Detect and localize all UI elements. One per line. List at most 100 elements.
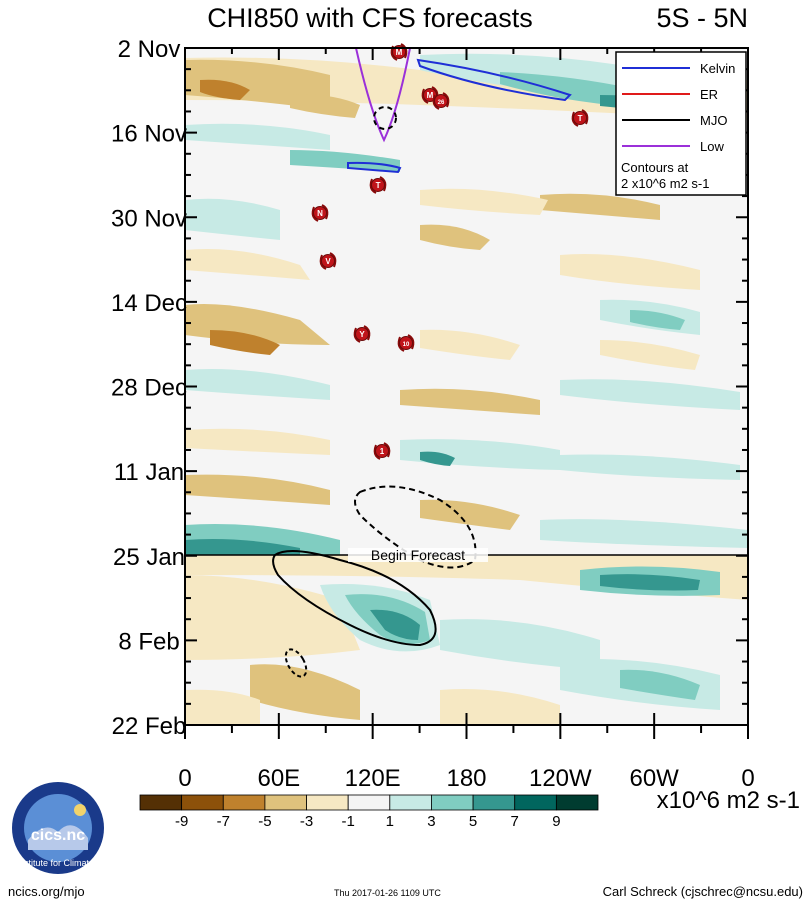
colorbar-swatch [139, 794, 183, 811]
logo-sun-icon [74, 804, 86, 816]
legend: Kelvin ER MJO Low Contours at 2 x10^6 m2 s-… [615, 51, 747, 196]
logo-ring-text: Cooperative Institute for Climate and Sa… [10, 858, 106, 868]
footer-timestamp: Thu 2017-01-26 1109 UTC [334, 888, 441, 898]
mjo-contour-3 [272, 550, 437, 647]
kelvin-contour-1 [416, 58, 572, 102]
x-tick-label: 120E [345, 765, 401, 792]
legend-box [615, 51, 747, 196]
storm-label: V [325, 257, 331, 266]
colorbar-tick-label: 1 [386, 813, 394, 830]
storm-circle-icon [313, 206, 327, 220]
colorbar-tick-label: -7 [217, 813, 230, 830]
y-tick-label: 22 Feb [112, 713, 187, 740]
colorbar-tick-label: -3 [300, 813, 313, 830]
colorbar-tick-label: 3 [427, 813, 435, 830]
contour-note-line-2: 2 x10^6 m2 s-1 [621, 176, 709, 191]
storm-swirl-icon [397, 334, 415, 352]
storm-swirl-icon [369, 176, 387, 194]
colorbar-swatch [555, 794, 599, 811]
colorbar-swatch [472, 794, 516, 811]
storm-marker: M [390, 43, 408, 61]
colorbar-swatch [514, 794, 557, 811]
colorbar-tick-label: -1 [342, 813, 355, 830]
y-tick-label: 30 Nov [111, 205, 187, 232]
logo-mountains-icon [28, 825, 88, 850]
x-tick-label: 60W [629, 765, 679, 792]
storm-swirl-icon [319, 252, 337, 270]
colorbar-swatch [306, 794, 349, 811]
storm-label: M [427, 91, 434, 100]
colorbar-swatch [264, 794, 307, 811]
storm-swirl-icon [571, 109, 589, 127]
y-tick-label: 16 Nov [111, 121, 187, 148]
mjo-contour-2 [354, 485, 477, 569]
storm-marker: 1 [373, 442, 391, 460]
storm-marker: 26 [432, 92, 450, 110]
contour-note-line-1: Contours at [621, 160, 689, 175]
x-tick-label: 60E [257, 765, 300, 792]
storm-marker: Y [353, 325, 371, 343]
footer-website[interactable]: ncics.org/mjo [8, 884, 85, 899]
forecast-label: Begin Forecast [371, 547, 465, 563]
legend-label-mjo: MJO [700, 113, 727, 128]
storm-label: N [317, 209, 323, 218]
storm-circle-icon [399, 336, 413, 350]
storm-marker: V [319, 252, 337, 270]
legend-label-low: Low [700, 139, 724, 154]
storm-marker: 10 [397, 334, 415, 352]
storm-swirl-icon [311, 204, 329, 222]
footer-author: Carl Schreck (cjschrec@ncsu.edu) [602, 884, 803, 899]
mjo-contour-1 [373, 106, 397, 130]
x-tick-label: 120W [529, 765, 592, 792]
storm-marker: N [311, 204, 329, 222]
storm-label: M [396, 48, 403, 57]
storm-label: T [578, 114, 583, 123]
x-axis-labels: 0 60E 120E 180 120W 60W 0 [178, 765, 754, 792]
colorbar-swatch [389, 794, 432, 811]
storm-label: 26 [438, 100, 445, 106]
storm-circle-icon [375, 444, 389, 458]
colorbar-swatch [181, 794, 224, 811]
mjo-contour-4 [284, 648, 308, 678]
storm-label: 10 [403, 342, 410, 348]
colorbar-swatch [222, 794, 266, 811]
y-tick-label: 8 Feb [118, 628, 179, 655]
y-tick-label: 14 Dec [111, 290, 187, 317]
storm-marker: T [369, 176, 387, 194]
colorbar-units: x10^6 m2 s-1 [657, 787, 800, 814]
chart-region: 5S - 5N [656, 3, 748, 33]
storm-circle-icon [573, 111, 587, 125]
cics-logo: Cooperative Institute for Climate and Sa… [10, 782, 106, 874]
colorbar: -9 -7 -5 -3 -1 1 3 5 7 9 [139, 794, 599, 830]
y-tick-label: 28 Dec [111, 375, 187, 402]
x-tick-label: 0 [178, 765, 191, 792]
storm-circle-icon [371, 178, 385, 192]
kelvin-contour-2 [347, 161, 402, 174]
x-tick-label: 0 [741, 765, 754, 792]
legend-label-er: ER [700, 87, 718, 102]
x-tick-label: 180 [446, 765, 486, 792]
colorbar-tick-label: -9 [175, 813, 188, 830]
storm-circle-icon [434, 94, 448, 108]
storm-label: Y [359, 330, 365, 339]
forecast-label-bg [348, 548, 488, 562]
y-axis-labels: 2 Nov 16 Nov 30 Nov 14 Dec 28 Dec 11 Jan 25 Ja… [111, 36, 187, 740]
storm-label: 1 [380, 447, 385, 456]
storm-label: T [376, 181, 381, 190]
low-contour [355, 48, 411, 143]
contour-lines [272, 48, 572, 678]
y-tick-label: 25 Jan [113, 544, 185, 571]
y-tick-label: 2 Nov [118, 36, 181, 63]
storm-swirl-icon [432, 92, 450, 110]
colorbar-tick-label: 5 [469, 813, 477, 830]
storm-circle-icon [321, 254, 335, 268]
y-tick-label: 11 Jan [114, 459, 184, 486]
colorbar-swatch [431, 794, 474, 811]
colorbar-tick-label: 9 [552, 813, 560, 830]
chart-title: CHI850 with CFS forecasts [207, 3, 533, 33]
storm-circle-icon [355, 327, 369, 341]
colorbar-swatch [347, 794, 391, 811]
colorbar-tick-label: -5 [258, 813, 271, 830]
legend-label-kelvin: Kelvin [700, 61, 735, 76]
